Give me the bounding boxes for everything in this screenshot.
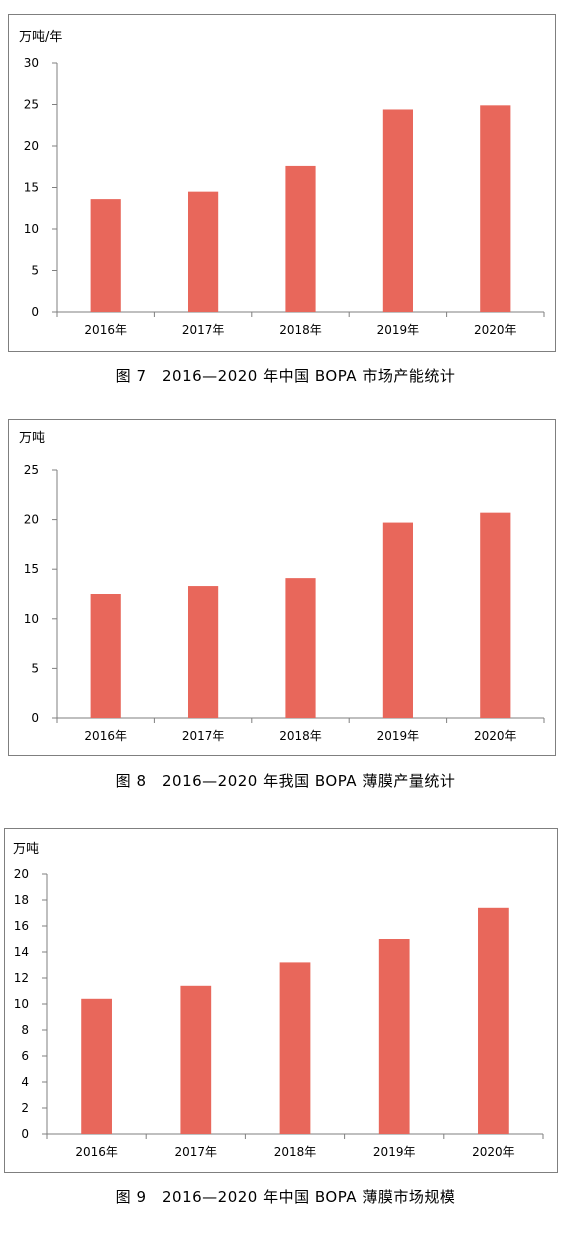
y-tick-label: 4 xyxy=(21,1075,29,1089)
bar xyxy=(478,907,509,1134)
y-tick-label: 10 xyxy=(24,612,39,626)
y-tick-label: 25 xyxy=(24,98,39,112)
bar xyxy=(382,522,413,718)
bar xyxy=(480,105,511,312)
y-tick-label: 0 xyxy=(31,305,39,319)
y-axis-unit-label: 万吨 xyxy=(19,431,45,446)
y-tick-label: 12 xyxy=(14,971,29,985)
x-tick-label: 2017年 xyxy=(182,323,225,337)
chart-9-frame: 万吨 0 2 4 6 8 10 12 14 16 18 20 2016年 2017年 2018年 2019年 2… xyxy=(4,828,558,1173)
bar xyxy=(180,985,212,1134)
bar xyxy=(81,998,112,1134)
y-tick-label: 0 xyxy=(31,711,39,725)
y-tick-label: 5 xyxy=(31,661,39,675)
x-tick-label: 2019年 xyxy=(373,1145,416,1159)
x-tick-label: 2016年 xyxy=(84,729,127,743)
y-tick-label: 10 xyxy=(14,997,29,1011)
bar xyxy=(90,594,121,718)
y-tick-label: 25 xyxy=(24,463,39,477)
chart-7-frame: 万吨/年 0 5 10 15 20 25 30 2016年 2017年 2018年 2019年 2020… xyxy=(8,14,556,352)
bar xyxy=(90,199,121,312)
x-tick-label: 2016年 xyxy=(84,323,127,337)
y-tick-label: 30 xyxy=(24,56,39,70)
y-tick-label: 15 xyxy=(24,562,39,576)
y-tick-label: 8 xyxy=(21,1023,29,1037)
bar xyxy=(378,939,410,1134)
chart-8-plot: 万吨 0 5 10 15 20 25 2016年 2017年 2018年 2019年 2020年 xyxy=(19,431,545,743)
y-tick-label: 15 xyxy=(24,181,39,195)
x-tick-label: 2017年 xyxy=(182,729,225,743)
x-tick-label: 2020年 xyxy=(472,1145,515,1159)
chart-8-frame: 万吨 0 5 10 15 20 25 2016年 2017年 2018年 2019年 2020年 xyxy=(8,419,556,756)
x-tick-label: 2018年 xyxy=(274,1145,317,1159)
x-tick-label: 2020年 xyxy=(474,729,517,743)
y-tick-label: 2 xyxy=(21,1101,29,1115)
bar xyxy=(285,165,316,312)
chart-7-caption: 图 7 2016—2020 年中国 BOPA 市场产能统计 xyxy=(115,367,456,385)
y-tick-label: 6 xyxy=(21,1049,29,1063)
x-tick-label: 2016年 xyxy=(75,1145,118,1159)
y-tick-label: 20 xyxy=(24,139,39,153)
bar xyxy=(382,109,413,312)
y-tick-label: 20 xyxy=(24,513,39,527)
chart-9-plot: 万吨 0 2 4 6 8 10 12 14 16 18 20 2016年 2017年 2018年 2019年 2… xyxy=(13,842,544,1159)
x-tick-label: 2020年 xyxy=(474,323,517,337)
y-tick-label: 10 xyxy=(24,222,39,236)
chart-8-caption: 图 8 2016—2020 年我国 BOPA 薄膜产量统计 xyxy=(115,772,456,790)
y-tick-label: 0 xyxy=(21,1127,29,1141)
x-tick-label: 2019年 xyxy=(377,729,420,743)
y-tick-label: 5 xyxy=(31,264,39,278)
x-tick-label: 2018年 xyxy=(279,323,322,337)
chart-9-caption: 图 9 2016—2020 年中国 BOPA 薄膜市场规模 xyxy=(115,1188,456,1206)
y-axis-unit-label: 万吨/年 xyxy=(19,30,62,45)
y-tick-label: 14 xyxy=(14,945,29,959)
bar xyxy=(480,512,511,718)
chart-7-plot: 万吨/年 0 5 10 15 20 25 30 2016年 2017年 2018年 2019年 2020… xyxy=(19,30,545,337)
bar xyxy=(188,586,219,718)
y-tick-label: 18 xyxy=(14,893,29,907)
bar xyxy=(285,578,316,718)
y-tick-label: 20 xyxy=(14,867,29,881)
x-tick-label: 2019年 xyxy=(377,323,420,337)
y-tick-label: 16 xyxy=(14,919,29,933)
y-axis-unit-label: 万吨 xyxy=(13,842,39,857)
x-tick-label: 2017年 xyxy=(175,1145,218,1159)
bar xyxy=(188,191,219,312)
bar xyxy=(279,962,311,1134)
x-tick-label: 2018年 xyxy=(279,729,322,743)
